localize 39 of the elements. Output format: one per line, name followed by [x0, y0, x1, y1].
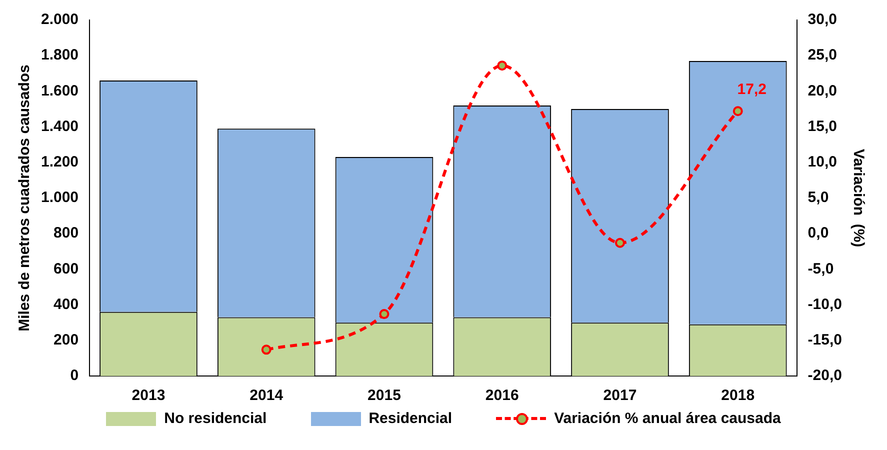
x-tick-label: 2018	[721, 387, 755, 404]
point	[614, 238, 625, 248]
point	[732, 106, 743, 116]
y-tick-label: 200	[54, 332, 79, 349]
y2-tick-label: -10,0	[808, 296, 842, 313]
y-tick-label: 1.200	[40, 154, 79, 171]
y-tick-label: 0	[70, 367, 79, 384]
y-tick-label: 1.400	[40, 118, 79, 135]
y-tick-label: 1.000	[40, 189, 79, 206]
y2-tick-label: -15,0	[808, 332, 842, 349]
point	[261, 344, 272, 355]
y2-tick-label: 20,0	[808, 82, 838, 100]
y2-tick-label: -5,0	[808, 260, 834, 278]
y2-tick-label: 5,0	[808, 189, 829, 206]
y-tick-label: 1.800	[40, 46, 79, 64]
x-tick-label: 2017	[603, 387, 637, 404]
y2-tick-label: 15,0	[808, 118, 838, 135]
legend-label: No residencial	[164, 410, 267, 427]
x-tick-label: 2015	[368, 387, 401, 404]
y2-tick-label: 10,0	[808, 154, 838, 171]
y-axis-title: Miles de metros cuadrados causados	[16, 64, 34, 332]
legend-label: Variación % anual área causada	[554, 410, 781, 427]
y-tick-label: 400	[54, 296, 79, 313]
y-tick-label: 2.000	[40, 11, 79, 28]
x-tick-label: 2014	[250, 387, 284, 404]
y2-tick-label: -20,0	[808, 367, 842, 384]
point	[379, 309, 390, 320]
x-tick-label: 2013	[132, 387, 166, 404]
legend-label: Residencial	[368, 410, 452, 427]
y-tick-label: 800	[54, 224, 79, 242]
y2-tick-label: 30,0	[808, 11, 838, 28]
x-tick-label: 2016	[485, 387, 519, 404]
y-tick-label: 600	[54, 260, 79, 278]
y2-tick-label: 25,0	[808, 46, 838, 64]
point	[497, 60, 508, 71]
y2-axis-title: Variación (%)	[850, 148, 867, 248]
y-tick-label: 1.600	[40, 82, 79, 100]
y2-tick-label: 0,0	[808, 224, 829, 242]
data-label: 17,2	[737, 80, 766, 98]
